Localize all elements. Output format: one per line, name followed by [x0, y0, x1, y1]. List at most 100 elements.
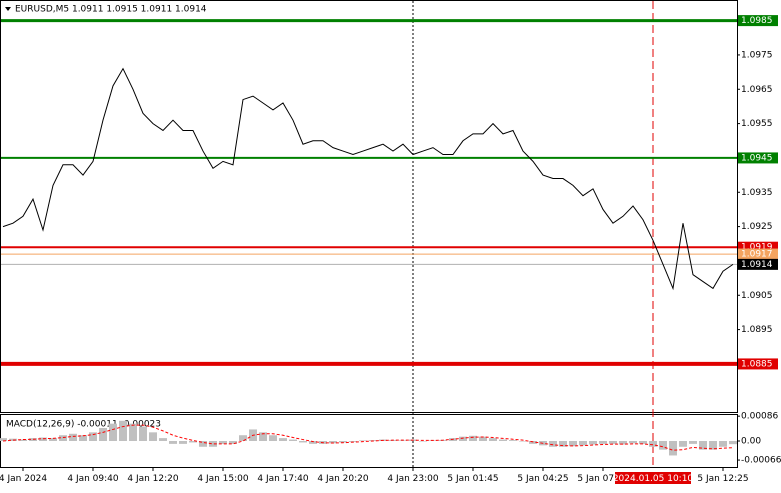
y-tick-label: 0.00	[741, 437, 761, 447]
macd-bar	[719, 441, 727, 447]
macd-bar	[309, 441, 317, 444]
macd-bar	[59, 435, 67, 441]
macd-bar	[339, 441, 347, 443]
macd-bar	[269, 435, 277, 441]
macd-bar	[569, 441, 577, 447]
x-tick-label: 4 Jan 23:00	[387, 474, 439, 484]
x-tick-label: 4 Jan 12:20	[127, 474, 179, 484]
macd-bar	[659, 441, 667, 450]
y-tick-label: 0.00086	[741, 412, 778, 422]
macd-bar	[559, 441, 567, 447]
level-label-box	[738, 248, 778, 260]
macd-bar	[599, 441, 607, 444]
macd-bar	[219, 441, 227, 444]
macd-bar	[189, 441, 197, 443]
level-label-box	[738, 358, 778, 370]
y-tick-label: 1.0895	[741, 325, 773, 335]
macd-bar	[159, 438, 167, 441]
y-tick-label: 1.0905	[741, 291, 773, 301]
price-line	[2, 67, 734, 291]
macd-bar	[729, 441, 737, 445]
macd-bar	[639, 441, 647, 444]
macd-bar	[709, 441, 717, 450]
x-tick-label: 5 Jan 01:45	[447, 474, 498, 484]
x-tick-label: 4 Jan 17:40	[257, 474, 309, 484]
macd-title: MACD(12,26,9) -0.00011 -0.00023	[6, 420, 161, 430]
macd-bar	[499, 439, 507, 441]
macd-bar	[119, 420, 127, 441]
macd-bar	[519, 441, 527, 442]
macd-bar	[609, 441, 617, 444]
macd-bar	[679, 441, 687, 447]
macd-bar	[99, 428, 107, 441]
macd-bar	[399, 440, 407, 441]
macd-bar	[489, 438, 497, 441]
macd-bar	[199, 441, 207, 447]
macd-bar	[469, 435, 477, 441]
y-tick-label: -0.00066	[741, 456, 781, 466]
x-tick-label: 4 Jan 2024	[0, 474, 47, 484]
level-label-box	[738, 152, 778, 164]
macd-bar	[349, 441, 357, 442]
macd-bar	[479, 436, 487, 441]
price-pane-frame	[0, 0, 738, 413]
level-label: 1.0885	[741, 359, 773, 369]
macd-bar	[129, 423, 137, 441]
macd-bar	[649, 441, 657, 447]
macd-bar	[259, 432, 267, 441]
macd-bar	[169, 441, 177, 444]
macd-bar	[39, 437, 47, 441]
x-tick-label: 2024.01.05 10:10	[613, 474, 694, 484]
y-tick-label: 1.0975	[741, 50, 773, 60]
macd-bar	[699, 441, 707, 450]
menu-triangle	[5, 7, 11, 11]
x-label-highlight	[615, 472, 691, 484]
level-label: 1.0945	[741, 153, 773, 163]
x-tick-label: 4 Jan 09:40	[67, 474, 119, 484]
x-tick-label: 5 Jan 04:25	[517, 474, 568, 484]
macd-bar	[419, 441, 427, 442]
macd-bar	[579, 441, 587, 446]
level-label: 1.0919	[741, 243, 773, 253]
x-tick-label: 5 Jan 07:00	[577, 474, 629, 484]
macd-bar	[619, 441, 627, 445]
macd-bar	[239, 435, 247, 441]
macd-bar	[329, 441, 337, 444]
macd-bar	[299, 441, 307, 443]
macd-bar	[279, 438, 287, 441]
level-label-box	[738, 258, 778, 270]
macd-bar	[689, 441, 697, 444]
level-label-box	[738, 241, 778, 253]
macd-bar	[109, 423, 117, 441]
level-label-box	[738, 15, 778, 27]
macd-bar	[589, 441, 597, 445]
level-label: 1.0914	[741, 260, 773, 270]
y-tick-label: 1.0965	[741, 85, 773, 95]
macd-bar	[69, 433, 77, 441]
level-label: 1.0985	[741, 16, 773, 26]
x-tick-label: 4 Jan 20:20	[317, 474, 369, 484]
macd-bar	[529, 441, 537, 444]
macd-bar	[79, 435, 87, 441]
macd-bar	[179, 441, 187, 444]
level-label: 1.0917	[741, 250, 773, 260]
chart-title: EURUSD,M5 1.0911 1.0915 1.0911 1.0914	[15, 5, 207, 15]
macd-bar	[359, 440, 367, 441]
x-tick-label: 4 Jan 15:00	[197, 474, 249, 484]
macd-bar	[19, 439, 27, 441]
macd-bar	[459, 436, 467, 441]
x-tick-label: 5 Jan 12:25	[697, 474, 748, 484]
macd-bar	[289, 439, 297, 441]
signal-line	[2, 424, 734, 451]
macd-bar	[549, 441, 557, 447]
macd-bar	[209, 441, 217, 447]
y-tick-label: 1.0955	[741, 119, 773, 129]
y-tick-label: 1.0925	[741, 222, 773, 232]
macd-bar	[49, 438, 57, 441]
macd-bar	[669, 441, 677, 456]
macd-bar	[229, 441, 237, 444]
macd-bar	[139, 426, 147, 441]
macd-bar	[89, 432, 97, 441]
